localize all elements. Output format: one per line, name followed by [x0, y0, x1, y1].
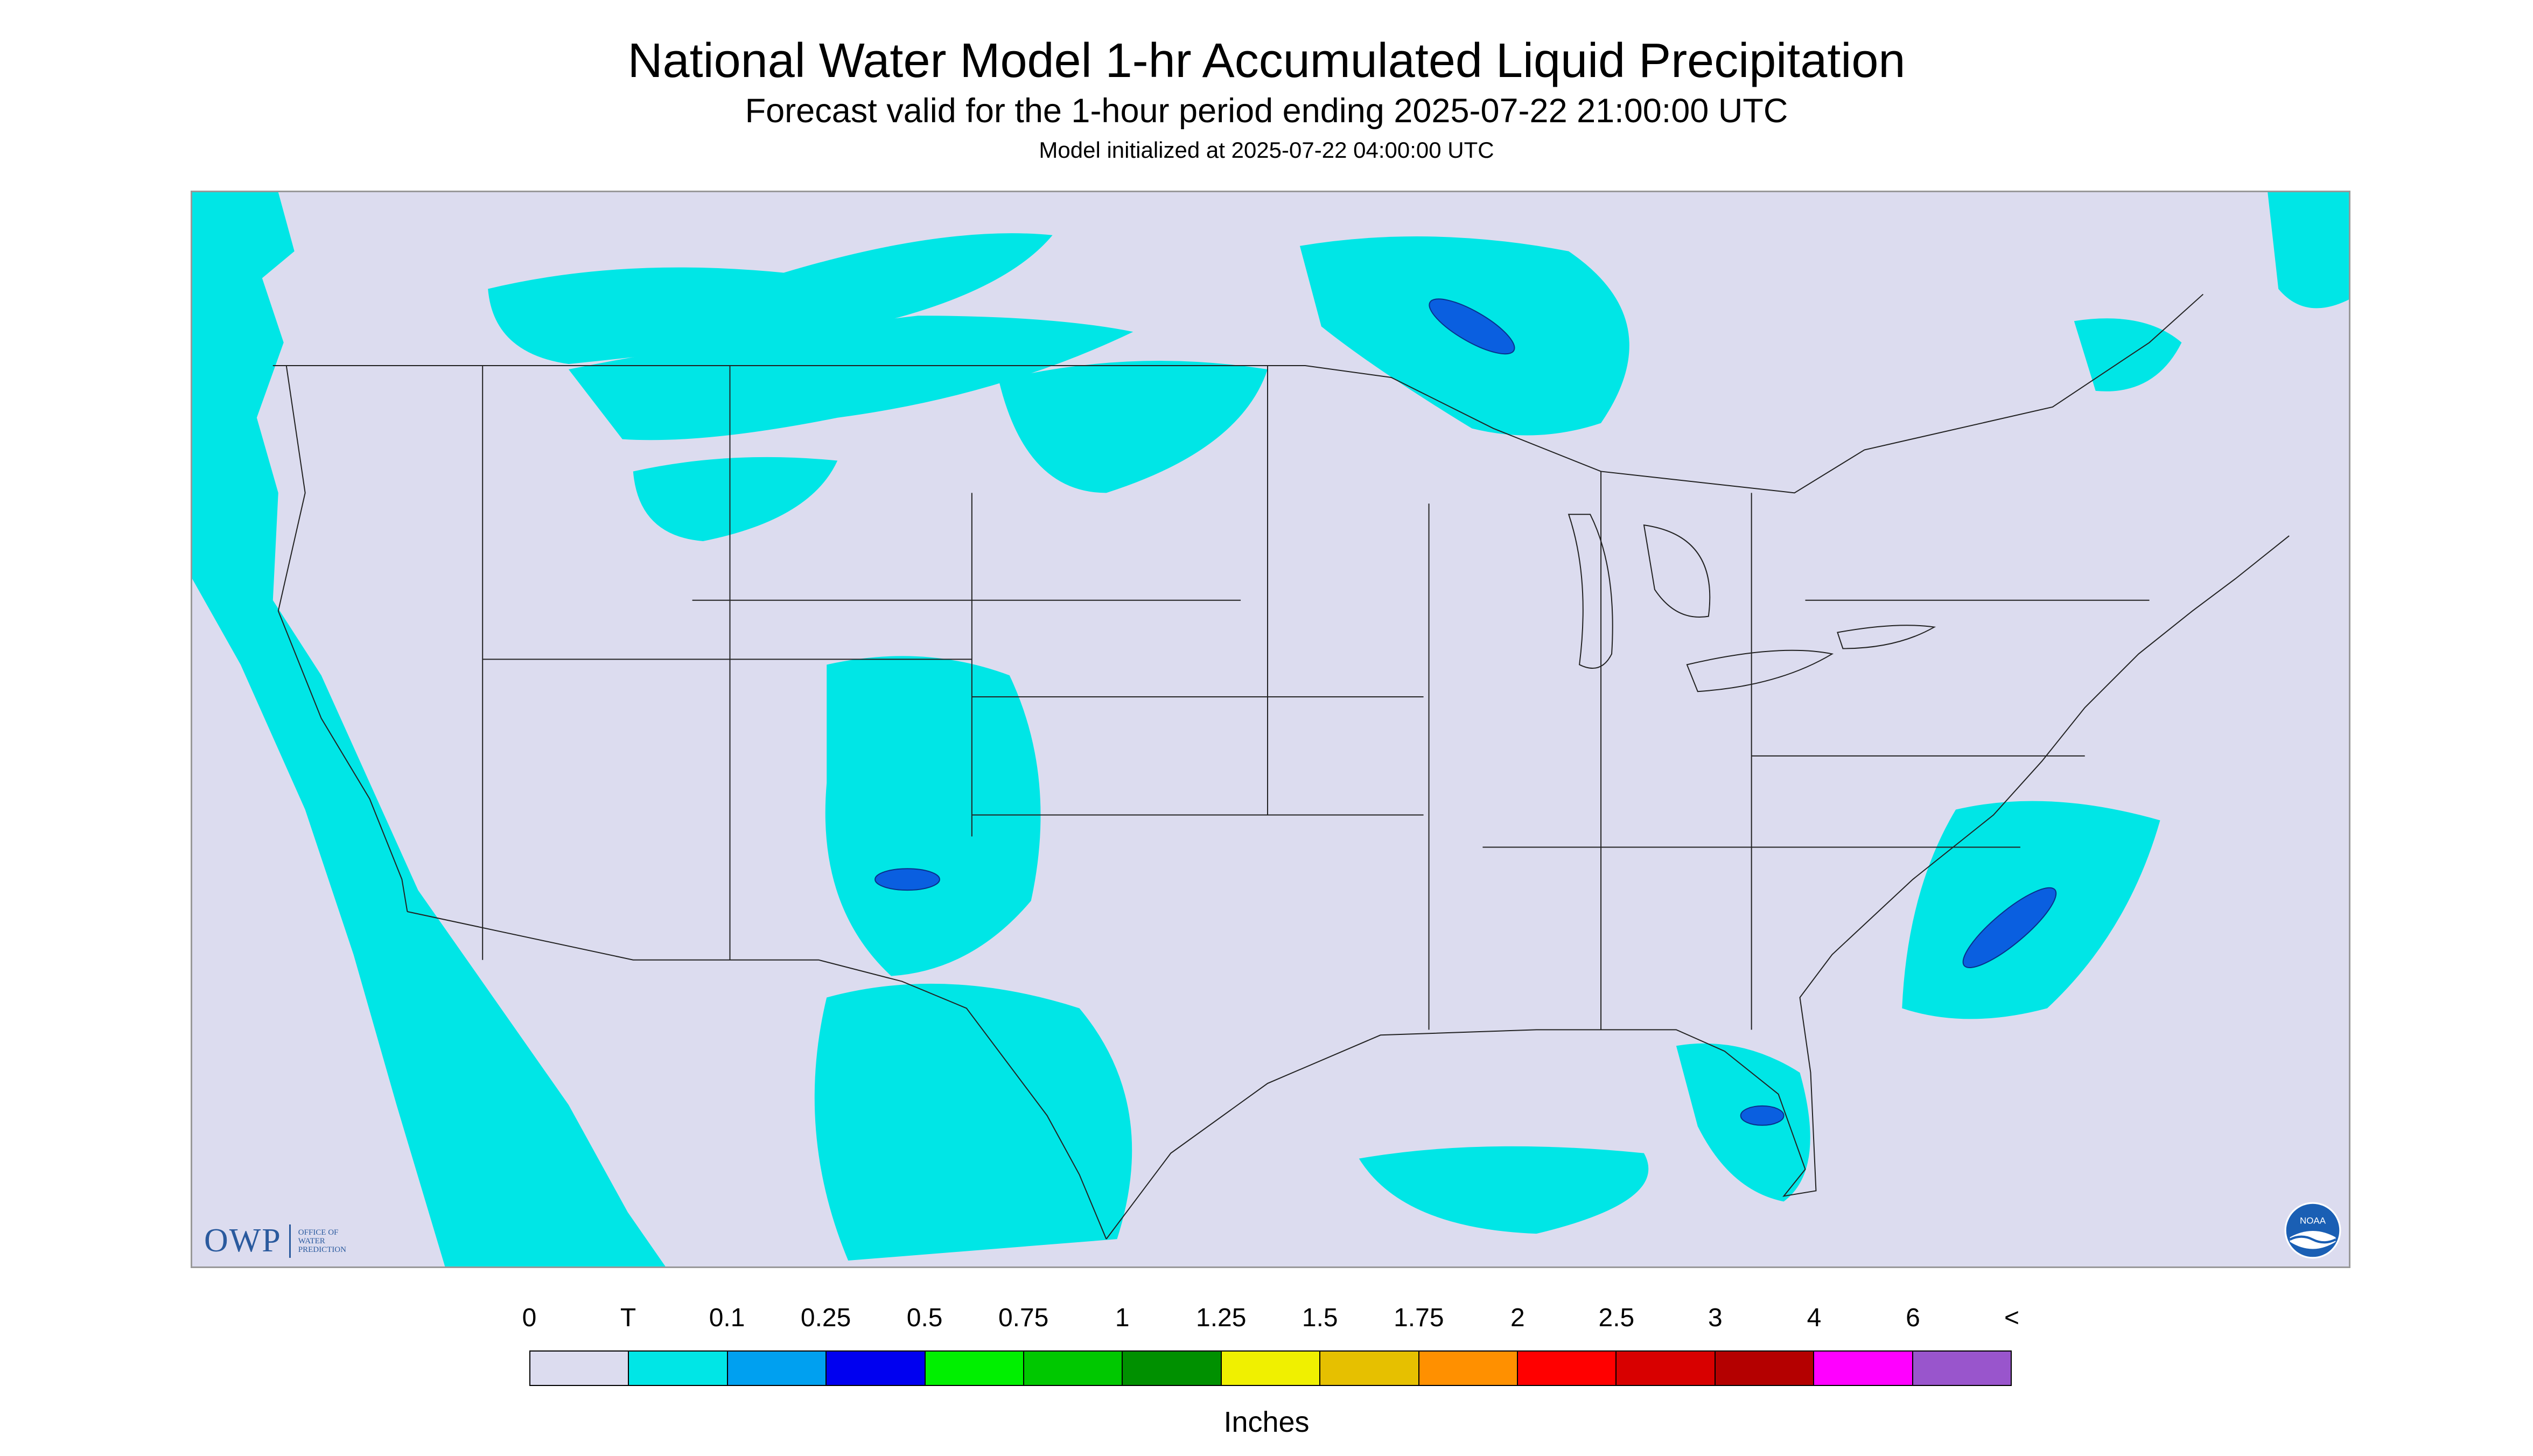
political-boundaries — [272, 293, 2290, 1240]
florida-core — [1740, 1105, 1785, 1126]
precipitation-map: OWP Office of Water Prediction NOAA — [191, 191, 2350, 1268]
precip-color-scale — [529, 1350, 2012, 1386]
us-mexico-border — [407, 911, 1107, 1240]
state-lines — [482, 366, 2150, 1030]
noaa-logo-text: NOAA — [2300, 1215, 2326, 1226]
lake-huron — [1643, 524, 1711, 618]
legend-tick-label: T — [620, 1304, 636, 1332]
owp-logo-line3: Prediction — [298, 1245, 346, 1254]
canada-east-precip — [2268, 192, 2349, 309]
pacific-precip-band — [192, 192, 666, 1266]
legend-tick-label: 2.5 — [1598, 1304, 1635, 1332]
legend-tick-label: 0.1 — [709, 1304, 745, 1332]
northeast-precip — [2074, 318, 2182, 391]
legend-tick-label: 0.75 — [998, 1304, 1049, 1332]
legend-swatch — [827, 1352, 926, 1385]
owp-logo-mark: OWP — [204, 1222, 282, 1259]
legend-tick-label: 4 — [1807, 1304, 1822, 1332]
map-canvas — [192, 192, 2349, 1266]
us-canada-border — [272, 293, 2204, 494]
owp-logo-line2: Water — [298, 1236, 325, 1245]
legend-tick-label: 1.75 — [1394, 1304, 1444, 1332]
northern-plains-precip — [488, 233, 1053, 365]
map-title: National Water Model 1-hr Accumulated Li… — [627, 34, 1906, 88]
owp-logo-text: Office of Water Prediction — [298, 1228, 346, 1254]
southern-rockies-precip — [825, 656, 1041, 976]
legend-swatch — [1123, 1352, 1222, 1385]
legend-swatch — [1320, 1352, 1419, 1385]
legend-swatch — [1518, 1352, 1617, 1385]
montana-precip — [568, 316, 1133, 440]
lake-erie — [1686, 649, 1834, 692]
legend-swatch — [530, 1352, 629, 1385]
rockies-core — [874, 868, 940, 891]
legend-tick-label: 1 — [1115, 1304, 1130, 1332]
legend-swatch — [1024, 1352, 1123, 1385]
atlantic-core — [1962, 887, 2057, 969]
dakota-precip — [998, 361, 1268, 493]
texas-precip — [814, 983, 1132, 1261]
legend-tick-label: 2 — [1510, 1304, 1525, 1332]
legend-tick-label: 6 — [1906, 1304, 1920, 1332]
west-coastline — [277, 365, 408, 912]
legend-swatch — [1221, 1352, 1321, 1385]
gulf-coastline — [1105, 535, 2290, 1240]
legend-swatch — [1419, 1352, 1519, 1385]
legend-units-label: Inches — [1223, 1406, 1310, 1438]
legend-swatch — [1814, 1352, 1913, 1385]
legend-tick-label: 1.5 — [1302, 1304, 1338, 1332]
owp-logo: OWP Office of Water Prediction — [204, 1222, 346, 1260]
legend-tick-label: 0.25 — [800, 1304, 851, 1332]
lake-ontario — [1837, 625, 1936, 649]
legend-swatch — [629, 1352, 728, 1385]
lake-michigan — [1568, 514, 1613, 669]
legend-swatch — [1617, 1352, 1716, 1385]
owp-logo-line1: Office of — [298, 1228, 339, 1237]
valid-time-subtitle: Forecast valid for the 1-hour period end… — [745, 92, 1788, 130]
outside-domain-masks — [192, 471, 2349, 1266]
legend-swatch — [925, 1352, 1025, 1385]
legend-tick-label: < — [2004, 1304, 2020, 1332]
legend-swatch — [1715, 1352, 1815, 1385]
legend-tick-label: 1.25 — [1196, 1304, 1247, 1332]
legend-tick-label: 0.5 — [906, 1304, 943, 1332]
noaa-logo: NOAA — [2284, 1202, 2341, 1259]
east-domain-mask — [1998, 471, 2349, 1266]
model-init-line: Model initialized at 2025-07-22 04:00:00… — [1039, 137, 1494, 163]
legend-tick-label: 3 — [1708, 1304, 1723, 1332]
legend-swatch — [727, 1352, 827, 1385]
superior-core — [1429, 298, 1515, 355]
legend-tick-label: 0 — [522, 1304, 537, 1332]
precipitation-trace-areas — [192, 192, 2349, 1266]
legend-swatch — [1913, 1352, 2011, 1385]
legend-tick-labels: 0 T 0.1 0.25 0.5 0.75 1 1.25 1.5 1.75 2 2.5 3 4 6 < — [0, 1303, 2533, 1335]
gulf-precip — [1359, 1146, 1649, 1234]
heavier-precip-cores — [874, 298, 2057, 1126]
florida-precip — [1676, 1043, 1810, 1202]
owp-logo-divider — [289, 1224, 291, 1258]
idaho-precip — [633, 457, 838, 542]
west-domain-mask — [192, 578, 440, 1266]
